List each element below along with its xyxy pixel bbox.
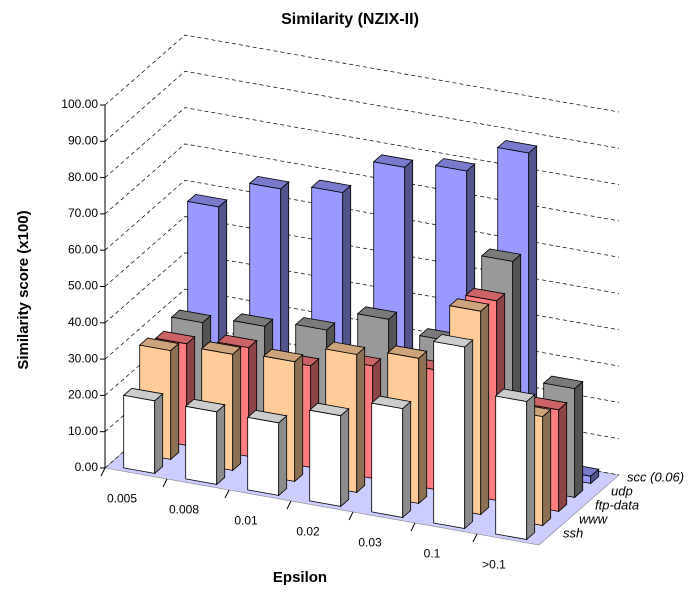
bar bbox=[494, 388, 536, 541]
bar-top bbox=[232, 313, 274, 327]
grid-line bbox=[104, 143, 620, 222]
bar-side bbox=[402, 400, 412, 519]
y-tick-label: 0.00 bbox=[75, 460, 99, 474]
bar-top bbox=[386, 345, 428, 359]
bar bbox=[184, 398, 226, 486]
bar-side bbox=[480, 303, 490, 516]
bar-front bbox=[185, 405, 218, 485]
bar-top bbox=[434, 158, 476, 172]
bar-front bbox=[247, 416, 280, 496]
bar-top bbox=[186, 193, 228, 208]
bar-side bbox=[574, 380, 584, 499]
grid-line bbox=[104, 70, 620, 149]
bar-front bbox=[495, 395, 528, 540]
bar-top bbox=[308, 402, 350, 417]
bar-top bbox=[464, 287, 506, 302]
y-tick-label: 10.00 bbox=[68, 424, 98, 438]
series-label: www bbox=[579, 511, 609, 526]
bar-side bbox=[526, 393, 536, 541]
bar-top bbox=[432, 334, 474, 348]
y-tick-label: 50.00 bbox=[68, 279, 98, 293]
x-tick-label: 0.008 bbox=[169, 503, 199, 517]
bar-top bbox=[248, 175, 290, 190]
y-tick-label: 30.00 bbox=[68, 351, 98, 365]
bar-top bbox=[310, 179, 352, 194]
y-tick-label: 80.00 bbox=[68, 170, 98, 184]
bar-top bbox=[246, 409, 288, 424]
x-tick bbox=[286, 500, 292, 510]
x-tick bbox=[100, 467, 106, 477]
bar-top bbox=[170, 309, 212, 324]
bar-top bbox=[324, 341, 366, 355]
bar-top bbox=[448, 298, 490, 312]
series-label: udp bbox=[611, 483, 633, 498]
bar-front bbox=[309, 409, 342, 507]
bar bbox=[370, 395, 412, 519]
x-tick bbox=[410, 522, 416, 532]
bar-top bbox=[542, 375, 584, 390]
grid-line bbox=[104, 179, 620, 258]
x-tick-label: 0.1 bbox=[424, 547, 441, 561]
bar-top bbox=[216, 334, 258, 349]
chart-title: Similarity (NZIX-II) bbox=[281, 11, 419, 28]
bar-top bbox=[372, 154, 414, 168]
x-tick bbox=[162, 478, 168, 488]
series-label: ftp-data bbox=[595, 497, 639, 512]
bar-top bbox=[294, 317, 336, 331]
y-tick-label: 70.00 bbox=[68, 206, 98, 220]
series-label: scc (0.06) bbox=[627, 469, 684, 484]
bar-side bbox=[216, 403, 226, 486]
bar-top bbox=[480, 248, 522, 262]
series-label: ssh bbox=[563, 525, 583, 540]
y-tick-label: 90.00 bbox=[68, 133, 98, 147]
bar-side bbox=[356, 346, 366, 494]
bar bbox=[246, 409, 288, 497]
bar-front bbox=[123, 394, 156, 474]
grid-line bbox=[104, 107, 620, 185]
bar-top bbox=[154, 330, 196, 345]
bar-side bbox=[278, 414, 288, 497]
y-tick-label: 20.00 bbox=[68, 388, 98, 402]
bar bbox=[432, 334, 474, 530]
x-tick-label: 0.01 bbox=[234, 514, 258, 528]
bar-side bbox=[542, 408, 552, 527]
bar-top bbox=[200, 341, 242, 355]
bar-top bbox=[494, 388, 536, 402]
bar-side bbox=[340, 407, 350, 508]
bar-top bbox=[370, 395, 412, 410]
y-tick-label: 60.00 bbox=[68, 242, 98, 256]
x-tick-label: 0.03 bbox=[358, 536, 382, 550]
grid-line bbox=[104, 34, 620, 113]
bar-top bbox=[496, 140, 538, 154]
bar-top bbox=[122, 387, 164, 402]
bar-side bbox=[294, 353, 304, 483]
bar bbox=[308, 402, 350, 508]
x-tick-label: 0.02 bbox=[296, 525, 320, 539]
x-tick bbox=[224, 489, 230, 499]
bar-side bbox=[170, 342, 180, 461]
bar-side bbox=[232, 346, 242, 472]
x-tick-label: 0.005 bbox=[107, 492, 137, 506]
y-axis-title: Similarity score (x100) bbox=[15, 210, 32, 369]
x-axis-title: Epsilon bbox=[273, 569, 327, 586]
bar-top bbox=[262, 348, 304, 363]
bar-front bbox=[433, 341, 466, 529]
bar-side bbox=[154, 392, 164, 475]
bar-top bbox=[356, 306, 398, 320]
bar-side bbox=[464, 339, 474, 530]
bar-side bbox=[418, 350, 428, 505]
y-tick-label: 100.00 bbox=[61, 97, 98, 111]
bar-front bbox=[371, 402, 404, 518]
y-tick-label: 40.00 bbox=[68, 315, 98, 329]
x-tick-label: >0.1 bbox=[482, 558, 506, 572]
bar-top bbox=[184, 398, 226, 413]
bar-top bbox=[138, 337, 180, 352]
x-tick bbox=[472, 533, 478, 543]
bar bbox=[122, 387, 164, 475]
bar-side bbox=[558, 401, 568, 513]
x-tick bbox=[348, 511, 354, 521]
grid-line bbox=[104, 216, 620, 294]
